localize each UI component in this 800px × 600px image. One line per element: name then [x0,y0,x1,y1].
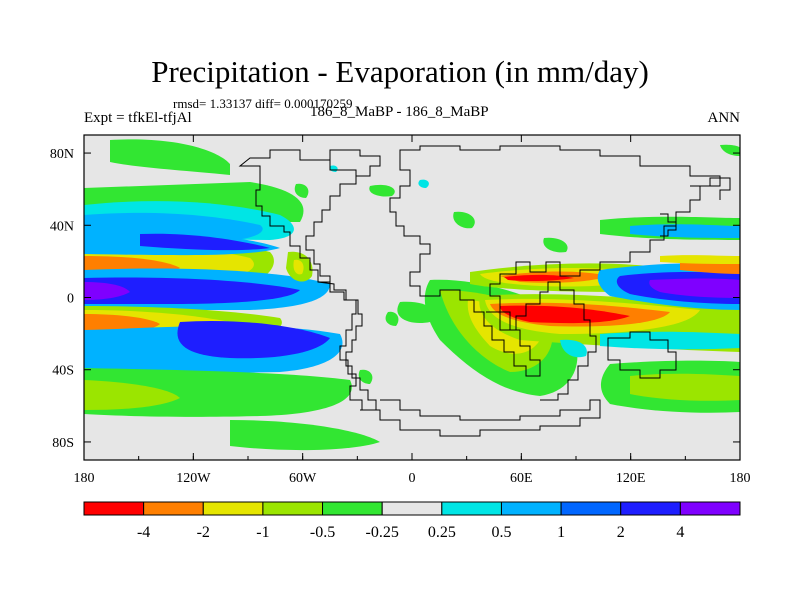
field-atlantic-itcz [397,301,434,324]
field-north-pacific-east-wet [630,224,740,238]
field-layer [84,139,740,451]
colorbar-bin [381,501,443,516]
field-itcz-core [84,277,300,304]
field-patch-6 [385,311,399,326]
field-asia-dry4 [504,274,574,282]
field-south-pacific-east-wet [600,331,740,350]
field-west-pacific-itcz3 [649,278,740,298]
field-north-pacific-east-dry [680,261,740,274]
colorbar-label: -0.25 [366,524,399,541]
field-patch-4 [453,211,475,229]
x-tick-label: 0 [409,471,416,486]
colorbar-label: -0.5 [310,524,335,541]
y-tick-label: 80S [52,436,74,451]
x-tick-label: 180 [74,471,95,486]
colorbar-label: -1 [256,524,269,541]
field-indian-ocean-dry4 [500,305,630,324]
colorbar-label: 1 [557,524,565,541]
x-tick-label: 60E [510,471,533,486]
plot-title: Precipitation - Evaporation (in mm/day) [151,54,649,89]
colorbar-bin [322,501,383,516]
coast-africa-east [486,281,597,401]
colorbar-label: -4 [137,524,150,541]
coast-south-america [317,281,377,411]
field-southern-ocean-2 [84,380,180,410]
x-tick-label: 60W [289,471,317,486]
colorbar-bin [560,501,622,516]
x-tick-label: 120W [176,471,211,486]
field-patch-3 [369,184,395,197]
field-itcz-strong [84,282,130,300]
coast-alaska [690,177,731,200]
colorbar-bin [83,501,145,516]
field-patch-8 [294,183,309,198]
colorbar-label: -2 [197,524,210,541]
field-patch-2 [418,179,429,188]
field-arctic-fringe [110,139,230,175]
x-tick-label: 180 [730,471,751,486]
colorbar-label: 0.5 [491,524,511,541]
field-south-pacific-east-2 [630,373,740,401]
field-patch-5 [543,237,568,253]
field-pacific-wet-2 [140,233,270,251]
field-antarctic-fringe [230,420,380,451]
y-tick-label: 40N [50,219,74,234]
coastlines [238,145,731,437]
colorbar-label: 2 [617,524,625,541]
colorbar-bin [500,501,562,516]
y-tick-label: 40S [52,364,74,379]
colorbar-bin [202,501,264,516]
colorbar: -4 -2 -1 -0.5 -0.25 0.25 0.5 1 2 4 [83,501,741,541]
field-caribbean-core [293,259,304,275]
season-label: ANN [707,110,741,126]
coast-australia [607,331,677,379]
colorbar-bin [620,501,681,516]
coast-greenland [318,149,381,184]
rmsd-diff-label: rmsd= 1.33137 diff= 0.000170259 [173,96,353,111]
cases-label: 186_8_MaBP - 186_8_MaBP [310,104,489,120]
field-south-africa-wet [560,339,587,358]
coast-japan [660,213,677,237]
field-patch-7 [358,369,373,384]
y-tick-label: 80N [50,147,74,162]
y-axis: 80N 40N 0 40S 80S [50,147,740,451]
x-axis: 180 120W 60W 0 60E 120E 180 [74,135,751,486]
y-tick-label: 0 [67,292,74,307]
colorbar-label: 4 [676,524,684,541]
x-tick-label: 120E [616,471,646,486]
coast-north-america [238,149,357,283]
colorbar-bin [679,501,741,516]
colorbar-label: 0.25 [428,524,456,541]
field-south-pacific-wetter [177,320,330,359]
colorbar-bin [262,501,324,516]
colorbar-bin [441,501,502,516]
coast-antarctica [360,399,601,437]
field-north-pacific-east-dry2 [660,255,740,264]
colorbar-bin [143,501,204,516]
experiment-label: Expt = tfkEl-tfjAl [84,110,192,126]
